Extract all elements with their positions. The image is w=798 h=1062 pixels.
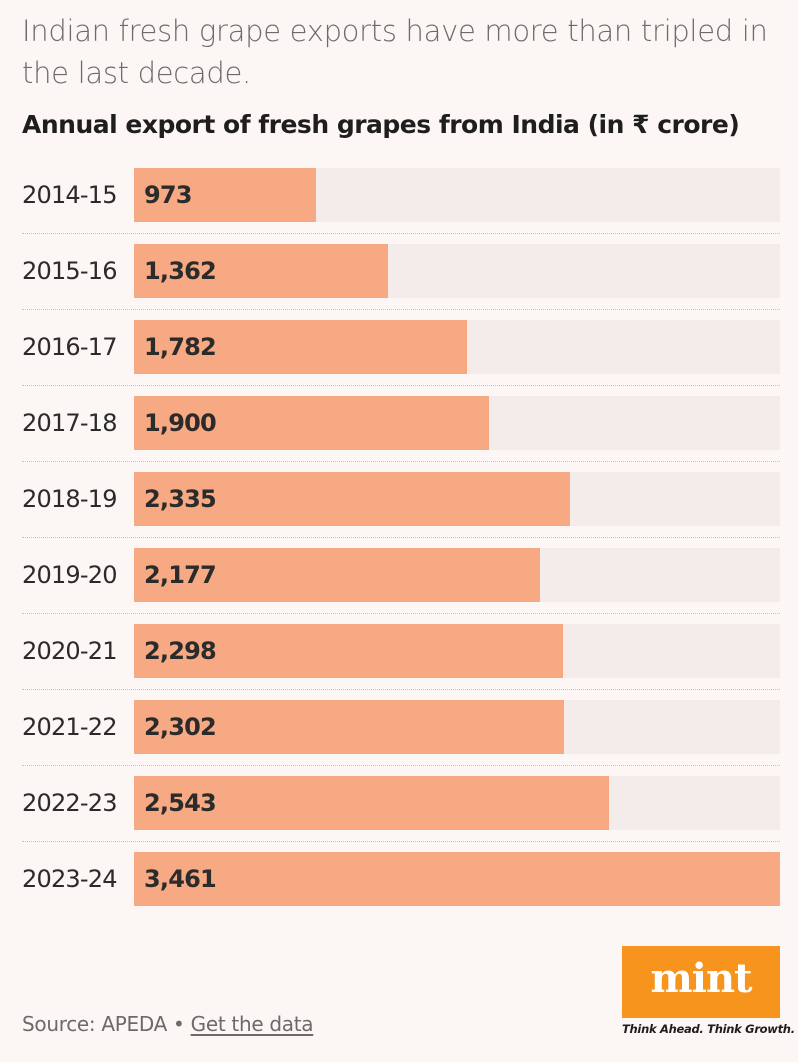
bar-row: 2022-23 2,543 <box>0 776 798 830</box>
category-label: 2023-24 <box>22 865 117 893</box>
category-label: 2022-23 <box>22 789 117 817</box>
value-label: 2,302 <box>144 713 217 741</box>
bar <box>134 624 563 678</box>
bar <box>134 396 489 450</box>
bar <box>134 700 564 754</box>
bar-row: 2020-21 2,298 <box>0 624 798 678</box>
value-label: 2,177 <box>144 561 217 589</box>
bar-row: 2018-19 2,335 <box>0 472 798 526</box>
bar-row: 2015-16 1,362 <box>0 244 798 298</box>
bar <box>134 320 467 374</box>
value-label: 2,298 <box>144 637 217 665</box>
bar-track: 2,335 <box>134 472 780 526</box>
value-label: 1,900 <box>144 409 217 437</box>
bar-track: 2,543 <box>134 776 780 830</box>
category-label: 2021-22 <box>22 713 117 741</box>
bar <box>134 244 388 298</box>
value-label: 973 <box>144 181 192 209</box>
bar-row: 2021-22 2,302 <box>0 700 798 754</box>
bar-track: 1,900 <box>134 396 780 450</box>
row-divider <box>22 537 780 538</box>
category-label: 2020-21 <box>22 637 117 665</box>
category-label: 2016-17 <box>22 333 117 361</box>
bar <box>134 776 609 830</box>
row-divider <box>22 613 780 614</box>
bar-track: 1,362 <box>134 244 780 298</box>
bar <box>134 168 316 222</box>
bar-row: 2023-24 3,461 <box>0 852 798 906</box>
row-divider <box>22 309 780 310</box>
bar-track: 2,298 <box>134 624 780 678</box>
brand-tagline: Think Ahead. Think Growth. <box>622 1022 795 1036</box>
value-label: 1,782 <box>144 333 217 361</box>
bar-row: 2019-20 2,177 <box>0 548 798 602</box>
mint-logo: mint <box>622 946 780 1018</box>
row-divider <box>22 461 780 462</box>
row-divider <box>22 765 780 766</box>
mint-logo-wordmark: mint <box>650 955 752 1002</box>
bar-row: 2017-18 1,900 <box>0 396 798 450</box>
category-label: 2014-15 <box>22 181 117 209</box>
bar <box>134 548 540 602</box>
bar-track: 973 <box>134 168 780 222</box>
bar-row: 2014-15 973 <box>0 168 798 222</box>
category-label: 2019-20 <box>22 561 117 589</box>
bar <box>134 852 780 906</box>
value-label: 1,362 <box>144 257 217 285</box>
bar-track: 3,461 <box>134 852 780 906</box>
value-label: 3,461 <box>144 865 217 893</box>
row-divider <box>22 233 780 234</box>
row-divider <box>22 841 780 842</box>
get-the-data-link[interactable]: Get the data <box>190 1012 314 1036</box>
category-label: 2015-16 <box>22 257 117 285</box>
bar <box>134 472 570 526</box>
bar-row: 2016-17 1,782 <box>0 320 798 374</box>
value-label: 2,335 <box>144 485 217 513</box>
bar-track: 1,782 <box>134 320 780 374</box>
category-label: 2018-19 <box>22 485 117 513</box>
source-line: Source: APEDA • Get the data <box>22 1012 314 1036</box>
chart-title: Annual export of fresh grapes from India… <box>22 110 740 139</box>
bar-track: 2,302 <box>134 700 780 754</box>
value-label: 2,543 <box>144 789 217 817</box>
source-text: Source: APEDA • <box>22 1012 185 1036</box>
row-divider <box>22 689 780 690</box>
category-label: 2017-18 <box>22 409 117 437</box>
row-divider <box>22 385 780 386</box>
headline: Indian fresh grape exports have more tha… <box>22 14 768 90</box>
bar-track: 2,177 <box>134 548 780 602</box>
